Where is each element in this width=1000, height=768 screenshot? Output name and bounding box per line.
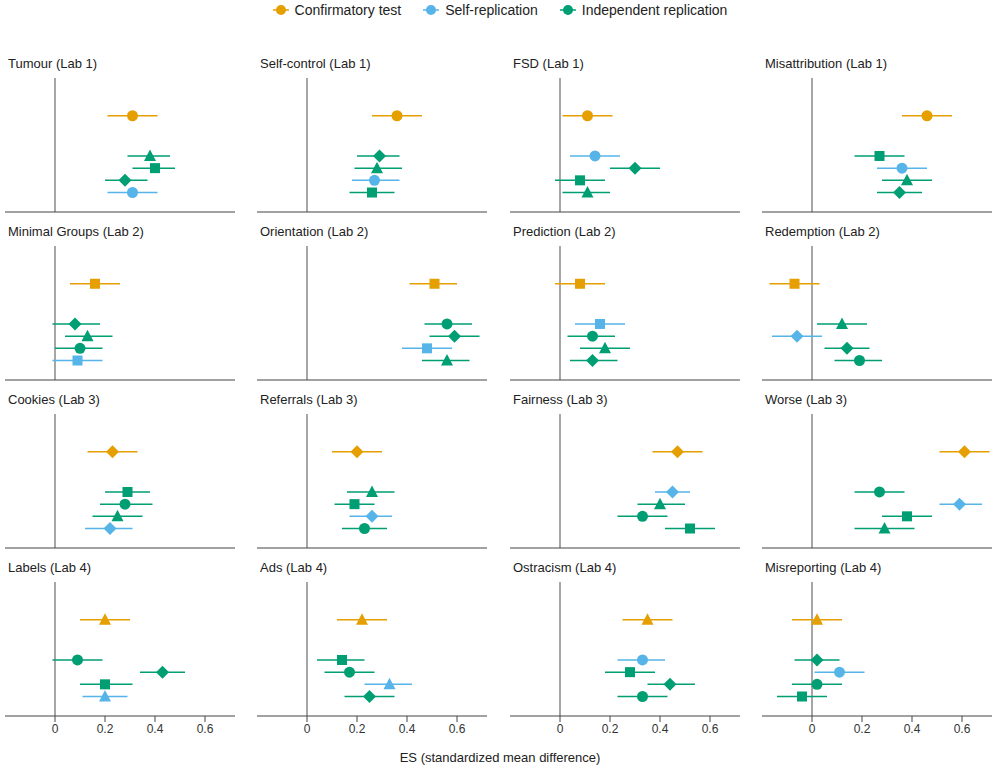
- html-text:Self-replication: Self-replication: [445, 2, 538, 18]
- html-text:Confirmatory test: Confirmatory test: [294, 2, 402, 18]
- html-text:Minimal Groups (Lab 2): Minimal Groups (Lab 2): [8, 224, 144, 239]
- svg-text:0: 0: [809, 722, 816, 736]
- svg-text:0.6: 0.6: [954, 722, 971, 736]
- html-text:Self-control (Lab 1): Self-control (Lab 1): [260, 56, 371, 71]
- html-text:Fairness (Lab 3): Fairness (Lab 3): [513, 392, 608, 407]
- svg-text:0.6: 0.6: [449, 722, 466, 736]
- html-text:Prediction (Lab 2): Prediction (Lab 2): [513, 224, 616, 239]
- svg-text:0: 0: [304, 722, 311, 736]
- svg-text:0.4: 0.4: [147, 722, 164, 736]
- html-text:Tumour (Lab 1): Tumour (Lab 1): [8, 56, 98, 71]
- svg-text:0.6: 0.6: [702, 722, 719, 736]
- svg-text:0: 0: [557, 722, 564, 736]
- html-text:Misreporting (Lab 4): Misreporting (Lab 4): [765, 560, 882, 575]
- html-text:Labels (Lab 4): Labels (Lab 4): [8, 560, 92, 575]
- html-text:Cookies (Lab 3): Cookies (Lab 3): [8, 392, 100, 407]
- svg-text:0.2: 0.2: [349, 722, 366, 736]
- html-text:Ostracism (Lab 4): Ostracism (Lab 4): [513, 560, 617, 575]
- html-text:Misattribution (Lab 1): Misattribution (Lab 1): [765, 56, 888, 71]
- html-text:Orientation (Lab 2): Orientation (Lab 2): [260, 224, 369, 239]
- svg-text:0.2: 0.2: [602, 722, 619, 736]
- svg-text:0.2: 0.2: [97, 722, 114, 736]
- svg-text:0.4: 0.4: [399, 722, 416, 736]
- svg-text:0: 0: [52, 722, 59, 736]
- svg-text:0.2: 0.2: [854, 722, 871, 736]
- html-text:Referrals (Lab 3): Referrals (Lab 3): [260, 392, 358, 407]
- svg-text:0.4: 0.4: [652, 722, 669, 736]
- svg-text:0.4: 0.4: [904, 722, 921, 736]
- html-text:Ads (Lab 4): Ads (Lab 4): [260, 560, 328, 575]
- html-text:Independent replication: Independent replication: [581, 2, 728, 18]
- html-text:ES (standardized mean differen: ES (standardized mean difference): [399, 750, 601, 765]
- html-text:Redemption (Lab 2): Redemption (Lab 2): [765, 224, 880, 239]
- html-text:Worse (Lab 3): Worse (Lab 3): [765, 392, 848, 407]
- svg-text:0.6: 0.6: [197, 722, 214, 736]
- html-text:FSD (Lab 1): FSD (Lab 1): [513, 56, 584, 71]
